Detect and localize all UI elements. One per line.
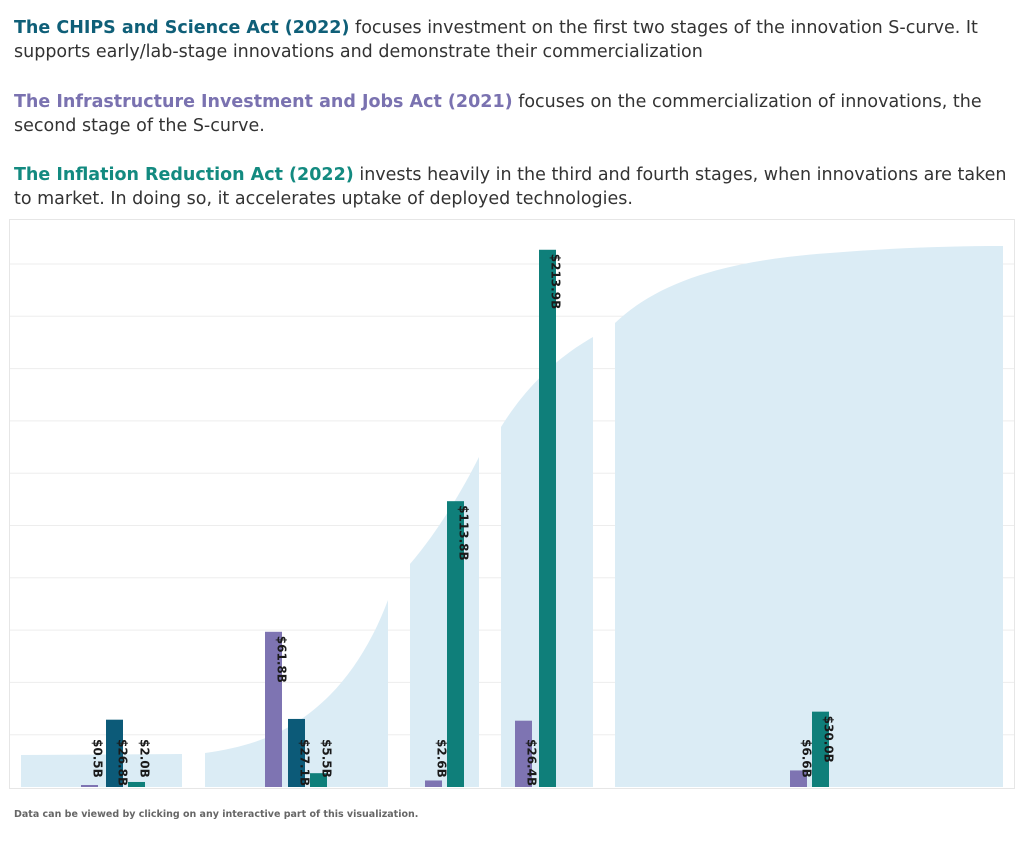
chips-act-text: focuses investment on the first two stag… bbox=[14, 18, 978, 62]
bar-stage4-series3 bbox=[539, 249, 556, 787]
bar-stage2-series3 bbox=[310, 773, 327, 787]
data-label: $61.8B bbox=[275, 636, 289, 683]
data-label: $213.9B bbox=[549, 254, 563, 309]
ira-text: invests heavily in the third and fourth … bbox=[14, 165, 1007, 209]
data-label: $0.5B bbox=[91, 739, 105, 778]
ira-description: The Inflation Reduction Act (2022) inves… bbox=[14, 163, 1009, 211]
bar-stage2-series1 bbox=[265, 631, 282, 787]
data-label: $6.6B bbox=[800, 739, 814, 778]
iija-title: The Infrastructure Investment and Jobs A… bbox=[14, 92, 513, 112]
bar-stage2-series2 bbox=[288, 718, 305, 787]
stage-1-curve bbox=[21, 754, 182, 787]
bar-stage1-series2 bbox=[106, 719, 123, 787]
bar-stage5-series3 bbox=[812, 711, 829, 787]
bar-stage1-series1 bbox=[81, 785, 98, 787]
bar-stage4-series1 bbox=[515, 720, 532, 787]
bar-stage1-series3 bbox=[128, 781, 145, 787]
ira-title: The Inflation Reduction Act (2022) bbox=[14, 165, 354, 185]
data-label: $26.4B bbox=[525, 739, 539, 786]
bar-stage3-series3 bbox=[447, 501, 464, 787]
chips-act-title: The CHIPS and Science Act (2022) bbox=[14, 18, 350, 38]
stage-5-curve bbox=[615, 246, 1003, 787]
chips-act-description: The CHIPS and Science Act (2022) focuses… bbox=[14, 16, 1009, 64]
stage-2-curve bbox=[205, 600, 388, 787]
iija-text: focuses on the commercialization of inno… bbox=[14, 92, 982, 136]
footer-note: Data can be viewed by clicking on any in… bbox=[14, 809, 419, 820]
data-label: $5.5B bbox=[320, 739, 334, 778]
data-label: $113.8B bbox=[457, 505, 471, 560]
data-label: $26.8B bbox=[116, 739, 130, 786]
data-label: $2.0B bbox=[138, 739, 152, 778]
data-label: $27.1B bbox=[298, 739, 312, 786]
chart-panel: $0.5B $61.8B $2.6B $26.4B $6.6B $26.8B $27.1B $… bbox=[9, 219, 1015, 789]
bar-stage3-series1 bbox=[425, 780, 442, 787]
bar-stage5-series1 bbox=[790, 770, 807, 787]
iija-description: The Infrastructure Investment and Jobs A… bbox=[14, 90, 1009, 138]
data-label: $30.0B bbox=[822, 716, 836, 763]
data-label: $2.6B bbox=[435, 739, 449, 778]
s-curve-bar-chart: $0.5B $61.8B $2.6B $26.4B $6.6B $26.8B $27.1B $… bbox=[10, 246, 1014, 787]
